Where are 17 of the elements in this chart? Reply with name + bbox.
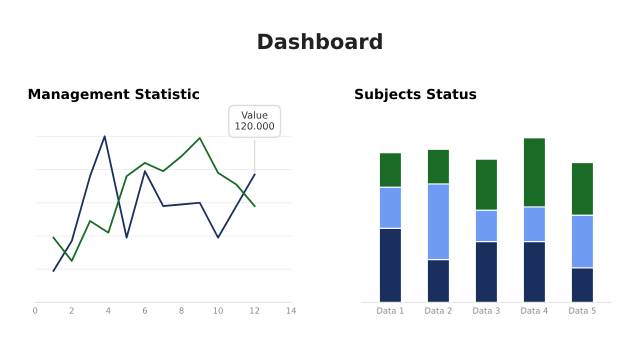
x-tick-label: Data 3 [473,307,500,314]
text: Dashboard [258,33,382,50]
x-tick-label: 2 [70,307,74,314]
x-tick-label: 10 [214,307,223,314]
x-tick-label: 0 [33,307,38,314]
x-tick-label: Data 5 [569,308,596,314]
chart-title: Management Statistic [28,88,199,102]
x-tick-label: Data 2 [425,307,452,314]
x-tick-label: Data 1 [377,308,404,314]
x-tick-label: 6 [142,307,148,314]
annotation: Value 120.000 [236,111,274,130]
x-tick-label: 4 [106,308,111,314]
x-tick-label: Data 4 [521,308,548,314]
x-tick-label: 14 [286,308,296,314]
x-tick-label: 8 [179,307,184,314]
x-tick-label: 12 [250,307,260,314]
chart-title: Subjects Status [355,88,476,102]
